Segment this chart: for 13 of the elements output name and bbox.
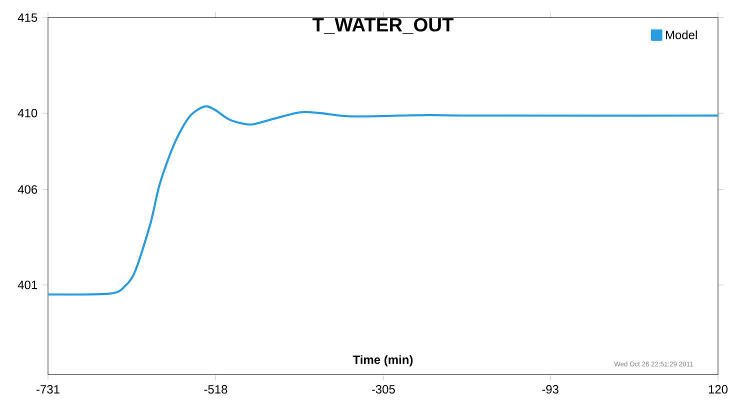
chart-title: T_WATER_OUT xyxy=(312,18,454,34)
line-series xyxy=(48,105,718,296)
x-tick-label: -518 xyxy=(204,385,228,394)
y-tick-label: 406 xyxy=(18,185,38,194)
y-tick-label: 410 xyxy=(18,108,38,118)
x-tick-label: -93 xyxy=(542,385,558,394)
legend-label: Model xyxy=(666,30,697,40)
y-tick-label: 401 xyxy=(18,280,38,290)
x-tick-label: 120 xyxy=(708,385,728,394)
y-tick-label: 415 xyxy=(18,13,38,22)
x-axis-title: Time (min) xyxy=(352,355,413,366)
x-tick-label: -305 xyxy=(372,385,395,394)
x-tick-label: -731 xyxy=(36,385,60,394)
